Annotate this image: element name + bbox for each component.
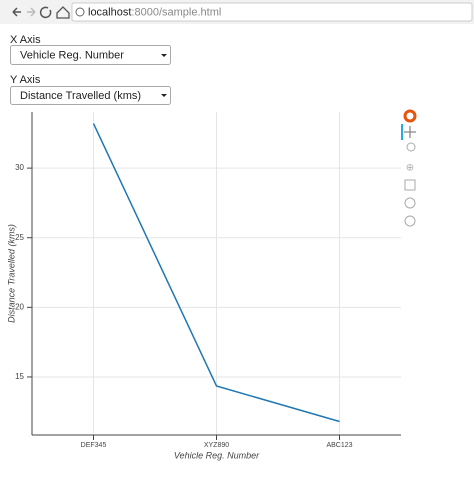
url-host: localhost — [88, 6, 131, 18]
x-tick-label: XYZ890 — [204, 442, 229, 449]
url-path: :8000/sample.html — [131, 6, 221, 18]
select-arrow — [161, 94, 167, 97]
reset-tool[interactable] — [404, 197, 416, 209]
wheel-zoom-tool[interactable]: ⊕ — [406, 163, 414, 174]
y-tick-label: 25 — [15, 233, 24, 242]
x-select[interactable] — [10, 45, 171, 65]
y-tick-label: 30 — [15, 163, 24, 172]
home-button[interactable] — [56, 6, 70, 19]
x-axis-label: X Axis — [10, 34, 41, 46]
y-axis-title: Distance Travelled (kms) — [6, 224, 16, 323]
active-tool-indicator — [401, 124, 403, 140]
x-axis-title: Vehicle Reg. Number — [174, 450, 260, 460]
zoom-tool[interactable] — [406, 142, 416, 152]
y-axis-label: Y Axis — [10, 74, 41, 86]
y-tick-label: 15 — [15, 372, 24, 381]
bokeh-logo[interactable] — [403, 109, 417, 123]
address-bar[interactable] — [71, 2, 473, 22]
x-select-value: Vehicle Reg. Number — [20, 49, 124, 61]
y-select[interactable] — [10, 86, 171, 105]
forward-button[interactable] — [27, 7, 36, 17]
reload-button[interactable] — [39, 6, 52, 19]
info-icon[interactable] — [75, 7, 85, 17]
help-tool[interactable] — [404, 215, 416, 227]
y-select-value: Distance Travelled (kms) — [20, 90, 141, 102]
x-tick-label: ABC123 — [326, 442, 352, 449]
url: localhost:8000/sample.html — [88, 6, 221, 18]
y-tick-label: 20 — [15, 302, 24, 311]
toolbar: ⊕ — [401, 109, 417, 227]
data-line — [92, 123, 340, 423]
select-arrow — [161, 54, 167, 57]
save-tool[interactable] — [404, 179, 416, 191]
back-button[interactable] — [12, 7, 21, 17]
plot: 15 20 25 30 DEF345 XYZ890 ABC123 Vehicle Reg. N… — [6, 112, 401, 460]
x-tick-label: DEF345 — [81, 442, 107, 449]
pan-tool[interactable] — [404, 126, 416, 138]
